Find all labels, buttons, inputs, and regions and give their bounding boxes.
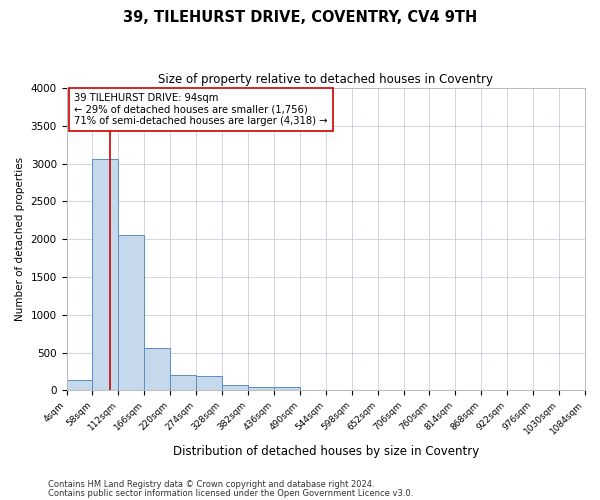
- Text: 39 TILEHURST DRIVE: 94sqm
← 29% of detached houses are smaller (1,756)
71% of se: 39 TILEHURST DRIVE: 94sqm ← 29% of detac…: [74, 92, 328, 126]
- Bar: [118, 234, 144, 390]
- Bar: [67, 380, 92, 390]
- Bar: [222, 385, 248, 390]
- Title: Size of property relative to detached houses in Coventry: Size of property relative to detached ho…: [158, 72, 493, 86]
- Bar: [144, 348, 170, 391]
- Text: Contains public sector information licensed under the Open Government Licence v3: Contains public sector information licen…: [48, 488, 413, 498]
- Bar: [196, 376, 222, 390]
- Bar: [274, 388, 300, 390]
- Text: 39, TILEHURST DRIVE, COVENTRY, CV4 9TH: 39, TILEHURST DRIVE, COVENTRY, CV4 9TH: [123, 10, 477, 25]
- Bar: [170, 375, 196, 390]
- Bar: [248, 386, 274, 390]
- Y-axis label: Number of detached properties: Number of detached properties: [15, 157, 25, 321]
- X-axis label: Distribution of detached houses by size in Coventry: Distribution of detached houses by size …: [173, 444, 479, 458]
- Bar: [92, 159, 118, 390]
- Text: Contains HM Land Registry data © Crown copyright and database right 2024.: Contains HM Land Registry data © Crown c…: [48, 480, 374, 489]
